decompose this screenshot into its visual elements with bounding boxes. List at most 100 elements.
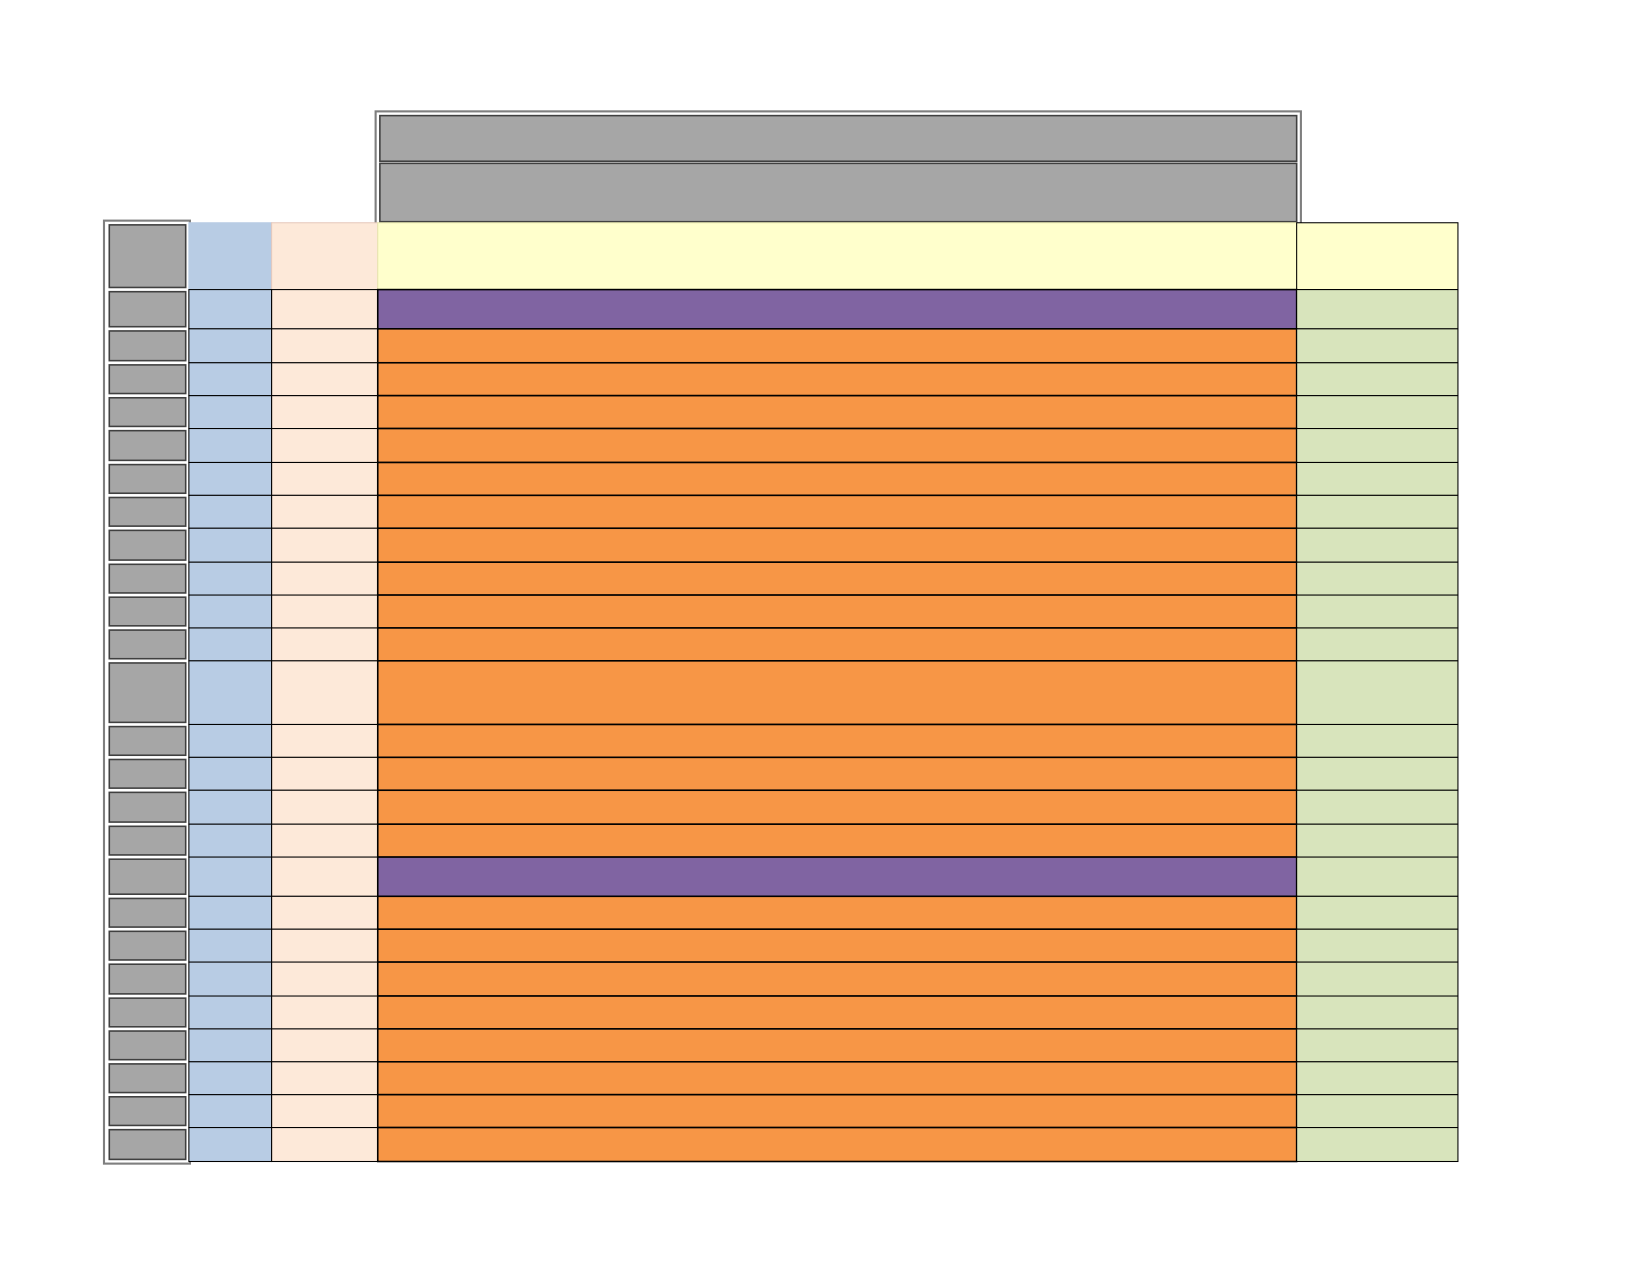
cell (271, 1127, 379, 1163)
cell (188, 627, 273, 662)
cell (1296, 823, 1459, 858)
cell (376, 856, 1298, 898)
cell (1296, 627, 1459, 662)
cell (188, 1028, 273, 1063)
cell (271, 494, 379, 529)
row-header-cell (108, 429, 187, 462)
row-header-cell (108, 563, 187, 594)
row-header-cell (108, 1063, 187, 1094)
cell (1296, 1127, 1459, 1163)
cell (271, 823, 379, 858)
row-header-cell (108, 224, 187, 289)
cell (376, 961, 1298, 997)
cell (376, 723, 1298, 759)
cell (271, 961, 379, 997)
cell (376, 789, 1298, 825)
cell (188, 856, 273, 897)
cell (271, 789, 379, 825)
header-bar (379, 162, 1298, 223)
cell (271, 289, 379, 330)
cell (1296, 222, 1459, 291)
cell (376, 494, 1298, 530)
cell (188, 895, 273, 930)
cell (376, 328, 1298, 364)
cell (1296, 594, 1459, 629)
cell (188, 594, 273, 629)
cell (188, 461, 273, 496)
row-header-cell (108, 825, 187, 856)
cell (271, 660, 379, 726)
header-bar (379, 114, 1298, 163)
cell (1296, 461, 1459, 496)
cell (188, 1127, 273, 1163)
cell (271, 1094, 379, 1129)
cell (188, 961, 273, 997)
row-header-cell (108, 662, 187, 724)
cell (1296, 1061, 1459, 1096)
cell (1296, 527, 1459, 563)
cell (271, 928, 379, 963)
cell (188, 527, 273, 563)
cell (376, 995, 1298, 1030)
cell (188, 928, 273, 963)
cell (376, 1093, 1298, 1129)
cell (1296, 895, 1459, 930)
cell (376, 756, 1298, 792)
cell (376, 627, 1298, 662)
cell (271, 1061, 379, 1096)
cell (271, 362, 379, 397)
row-header-cell (108, 930, 187, 961)
row-header-cell (108, 1030, 187, 1061)
cell (271, 594, 379, 629)
cell (1296, 995, 1459, 1030)
cell (1296, 660, 1459, 726)
cell (271, 895, 379, 930)
cell (376, 461, 1298, 497)
cell (188, 789, 273, 825)
cell (376, 361, 1298, 397)
cell (271, 756, 379, 791)
cell (1296, 561, 1459, 596)
cell (271, 222, 379, 291)
row-header-cell (108, 963, 187, 995)
cell (376, 1028, 1298, 1063)
row-header-cell (108, 629, 187, 660)
cell (1296, 395, 1459, 430)
cell (271, 527, 379, 563)
row-header-cell (108, 997, 187, 1028)
cell (188, 362, 273, 397)
cell (188, 823, 273, 858)
cell (1296, 428, 1459, 464)
cell (376, 1126, 1298, 1163)
cell (376, 895, 1298, 930)
cell (188, 289, 273, 330)
cell (1296, 1094, 1459, 1129)
row-header-cell (108, 330, 187, 362)
cell (188, 756, 273, 791)
cell (1296, 856, 1459, 897)
cell (188, 395, 273, 430)
cell (376, 427, 1298, 464)
cell (188, 995, 273, 1030)
cell (188, 222, 273, 291)
row-header-cell (108, 791, 187, 823)
cell (188, 561, 273, 596)
cell (188, 723, 273, 758)
cell (188, 1094, 273, 1129)
cell (1296, 723, 1459, 758)
row-header-cell (108, 396, 187, 428)
cell (188, 660, 273, 726)
row-header-cell (108, 725, 187, 757)
cell (376, 928, 1298, 963)
cell (1296, 1028, 1459, 1063)
cell (271, 328, 379, 364)
cell (1296, 328, 1459, 364)
cell (188, 328, 273, 364)
cell (1296, 289, 1459, 330)
cell (271, 461, 379, 496)
cell (376, 527, 1298, 563)
cell (271, 561, 379, 596)
cell (1296, 928, 1459, 963)
cell (188, 428, 273, 464)
